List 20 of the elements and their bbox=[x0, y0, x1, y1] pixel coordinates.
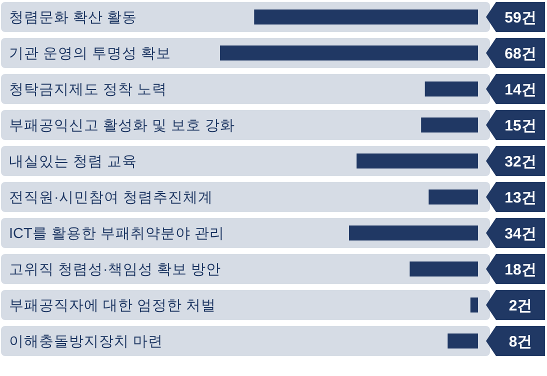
data-label: 34건 bbox=[504, 226, 536, 242]
y-tick-label: 부패공익신고 활성화 및 보호 강화 bbox=[9, 118, 236, 134]
data-label: 15건 bbox=[504, 118, 536, 134]
y-tick-label: ICT를 활용한 부패취약분야 관리 bbox=[9, 226, 224, 242]
data-label: 2건 bbox=[508, 298, 532, 314]
y-tick-label: 청탁금지제도 정착 노력 bbox=[9, 82, 168, 98]
data-label: 13건 bbox=[504, 190, 536, 206]
y-tick-label: 전직원·시민참여 청렴추진체계 bbox=[9, 190, 213, 206]
data-label: 18건 bbox=[504, 262, 536, 278]
y-tick-label: 기관 운영의 투명성 확보 bbox=[9, 46, 172, 62]
data-label: 59건 bbox=[504, 10, 536, 26]
y-tick-label: 청렴문화 확산 활동 bbox=[9, 10, 138, 26]
y-tick-label: 이해충돌방지장치 마련 bbox=[9, 334, 164, 350]
data-label: 14건 bbox=[504, 82, 536, 98]
y-tick-label: 부패공직자에 대한 엄정한 처벌 bbox=[9, 298, 216, 314]
y-tick-label: 고위직 청렴성·책임성 확보 방안 bbox=[9, 262, 221, 278]
y-tick-label: 내실있는 청렴 교육 bbox=[9, 154, 138, 170]
data-label: 68건 bbox=[504, 46, 536, 62]
data-label: 32건 bbox=[504, 154, 536, 170]
data-label: 8건 bbox=[508, 334, 532, 350]
